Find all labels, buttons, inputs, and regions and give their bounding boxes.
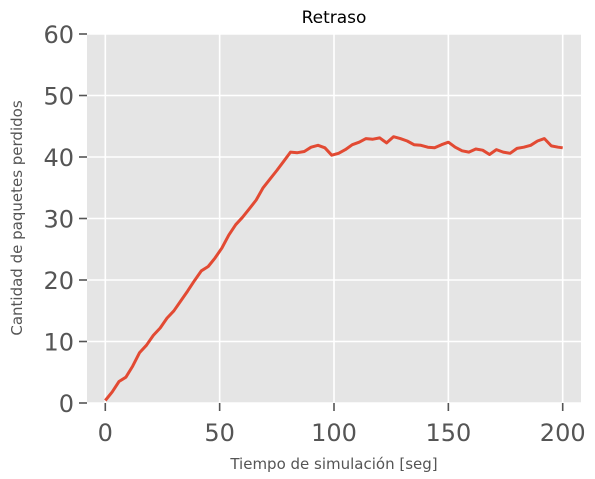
x-tick-label: 0 — [98, 419, 113, 447]
x-tick-label: 100 — [311, 419, 357, 447]
y-tick-label: 30 — [43, 206, 74, 234]
y-tick-label: 10 — [43, 329, 74, 357]
series-line — [104, 135, 563, 402]
y-tick-label: 60 — [43, 21, 74, 49]
y-tick-label: 20 — [43, 267, 74, 295]
chart-title: Retraso — [302, 8, 367, 28]
y-tick-label: 40 — [43, 144, 74, 172]
y-tick-label: 50 — [43, 83, 74, 111]
y-axis-label: Cantidad de paquetes perdidos — [8, 100, 26, 335]
y-tick-label: 0 — [59, 390, 74, 418]
x-tick-label: 150 — [425, 419, 471, 447]
x-tick-label: 50 — [204, 419, 235, 447]
x-tick-label: 200 — [540, 419, 586, 447]
x-axis-label: Tiempo de simulación [seg] — [229, 455, 437, 473]
grid — [87, 33, 581, 404]
axis-ticks: 0 10 20 30 40 50 60 0 50 100 150 200 — [43, 21, 585, 447]
